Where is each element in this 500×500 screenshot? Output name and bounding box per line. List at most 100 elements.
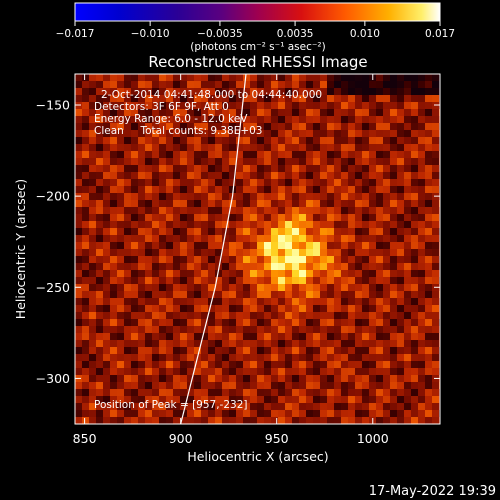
heatmap-cell — [369, 95, 376, 102]
heatmap-cell — [432, 305, 439, 312]
heatmap-cell — [285, 347, 292, 354]
annotation-energy-range: Energy Range: 6.0 - 12.0 keV — [94, 113, 248, 125]
heatmap-cell — [355, 109, 362, 116]
heatmap-cell — [376, 221, 383, 228]
heatmap-cell — [250, 137, 257, 144]
heatmap-cell — [348, 172, 355, 179]
heatmap-cell — [166, 186, 173, 193]
heatmap-cell — [229, 158, 236, 165]
heatmap-cell — [208, 319, 215, 326]
heatmap-cell — [341, 270, 348, 277]
heatmap-cell — [138, 368, 145, 375]
heatmap-cell — [271, 95, 278, 102]
heatmap-cell — [292, 214, 299, 221]
heatmap-cell — [390, 298, 397, 305]
heatmap-cell — [180, 81, 187, 88]
heatmap-cell — [180, 158, 187, 165]
heatmap-cell — [418, 382, 425, 389]
heatmap-cell — [369, 242, 376, 249]
heatmap-cell — [264, 179, 271, 186]
heatmap-cell — [250, 109, 257, 116]
heatmap-cell — [362, 382, 369, 389]
heatmap-cell — [194, 410, 201, 417]
heatmap-cell — [187, 291, 194, 298]
heatmap-cell — [404, 403, 411, 410]
heatmap-cell — [404, 291, 411, 298]
heatmap-cell — [390, 193, 397, 200]
heatmap-cell — [89, 235, 96, 242]
heatmap-cell — [383, 158, 390, 165]
heatmap-cell — [110, 207, 117, 214]
heatmap-cell — [82, 389, 89, 396]
heatmap-cell — [103, 361, 110, 368]
heatmap-cell — [124, 312, 131, 319]
heatmap-cell — [117, 109, 124, 116]
heatmap-cell — [89, 172, 96, 179]
heatmap-cell — [180, 235, 187, 242]
heatmap-cell — [243, 256, 250, 263]
heatmap-cell — [152, 410, 159, 417]
heatmap-cell — [131, 207, 138, 214]
heatmap-cell — [404, 284, 411, 291]
heatmap-cell — [355, 186, 362, 193]
heatmap-cell — [390, 270, 397, 277]
heatmap-cell — [285, 277, 292, 284]
heatmap-cell — [425, 263, 432, 270]
heatmap-cell — [96, 368, 103, 375]
heatmap-cell — [229, 340, 236, 347]
heatmap-cell — [82, 347, 89, 354]
heatmap-cell — [145, 389, 152, 396]
heatmap-cell — [159, 249, 166, 256]
heatmap-cell — [425, 193, 432, 200]
heatmap-cell — [173, 347, 180, 354]
heatmap-cell — [285, 340, 292, 347]
heatmap-cell — [222, 361, 229, 368]
heatmap-cell — [166, 207, 173, 214]
heatmap-cell — [425, 417, 432, 424]
heatmap-cell — [201, 368, 208, 375]
heatmap-cell — [348, 193, 355, 200]
heatmap-cell — [376, 242, 383, 249]
heatmap-cell — [243, 81, 250, 88]
heatmap-cell — [306, 270, 313, 277]
heatmap-cell — [75, 410, 82, 417]
heatmap-cell — [250, 179, 257, 186]
heatmap-cell — [320, 172, 327, 179]
heatmap-cell — [292, 151, 299, 158]
heatmap-cell — [145, 151, 152, 158]
heatmap-cell — [187, 214, 194, 221]
heatmap-cell — [418, 298, 425, 305]
heatmap-cell — [222, 389, 229, 396]
heatmap-cell — [271, 319, 278, 326]
heatmap-cell — [278, 186, 285, 193]
heatmap-cell — [271, 151, 278, 158]
heatmap-cell — [299, 116, 306, 123]
heatmap-cell — [103, 305, 110, 312]
heatmap-cell — [124, 389, 131, 396]
heatmap-cell — [355, 144, 362, 151]
heatmap-cell — [215, 228, 222, 235]
heatmap-cell — [103, 417, 110, 424]
heatmap-cell — [334, 340, 341, 347]
heatmap-cell — [110, 361, 117, 368]
heatmap-cell — [103, 263, 110, 270]
heatmap-cell — [103, 270, 110, 277]
heatmap-cell — [376, 284, 383, 291]
heatmap-cell — [208, 263, 215, 270]
heatmap-cell — [334, 88, 341, 95]
heatmap-cell — [383, 382, 390, 389]
heatmap-cell — [201, 172, 208, 179]
heatmap-cell — [166, 102, 173, 109]
heatmap-cell — [243, 354, 250, 361]
heatmap-cell — [82, 235, 89, 242]
heatmap-cell — [250, 389, 257, 396]
heatmap-cell — [390, 214, 397, 221]
heatmap-cell — [257, 158, 264, 165]
heatmap-cell — [138, 151, 145, 158]
heatmap-cell — [173, 144, 180, 151]
heatmap-cell — [257, 326, 264, 333]
heatmap-cell — [75, 249, 82, 256]
heatmap-cell — [397, 410, 404, 417]
heatmap-cell — [257, 375, 264, 382]
heatmap-cell — [159, 151, 166, 158]
